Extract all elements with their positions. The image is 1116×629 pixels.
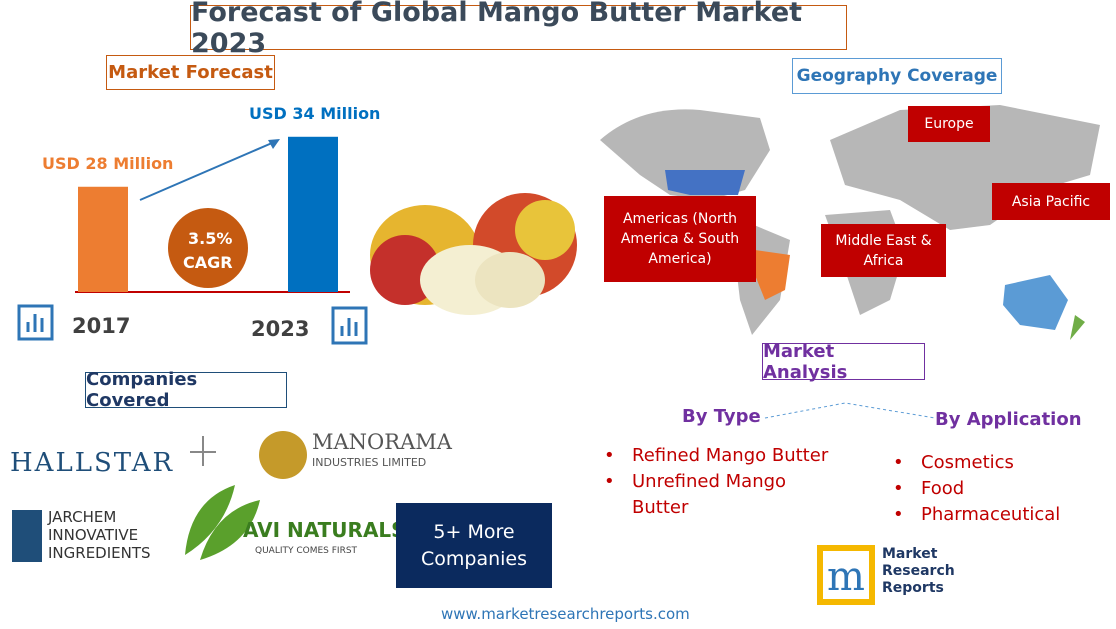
manorama-logo: MANORAMA xyxy=(312,430,452,454)
brand-line: Reports xyxy=(882,580,944,596)
list-item: Unrefined Mango Butter xyxy=(604,469,822,521)
arrow-head xyxy=(268,139,280,149)
cagr-circle xyxy=(168,208,248,288)
more-line: Companies xyxy=(420,547,527,570)
connector xyxy=(764,402,936,419)
jarchem-logo: JARCHEM INNOVATIVE INGREDIENTS xyxy=(48,508,151,562)
sub-heading: By Type xyxy=(682,406,761,427)
region-label: Europe xyxy=(908,106,990,142)
manorama-sub: INDUSTRIES LIMITED xyxy=(312,456,427,469)
region-label: Asia Pacific xyxy=(992,183,1110,220)
avi-logo: AVI NATURALS xyxy=(243,518,406,542)
title: Forecast of Global Mango Butter Market 2… xyxy=(190,0,847,59)
logo-line: INGREDIENTS xyxy=(48,544,151,562)
mrr-logo: m xyxy=(817,545,875,605)
region-label: Middle East & Africa xyxy=(821,224,946,277)
svg-text:m: m xyxy=(827,554,865,600)
mango-image xyxy=(370,193,577,315)
cagr-value: 3.5% xyxy=(188,229,233,248)
list-item: Cosmetics xyxy=(893,450,1093,476)
bar-label: USD 34 Million xyxy=(249,103,381,123)
jarchem-mark xyxy=(12,510,42,562)
hallstar-star xyxy=(190,436,216,466)
section-heading: Market Analysis xyxy=(762,341,925,383)
manorama-mark xyxy=(259,431,307,479)
list-item: Refined Mango Butter xyxy=(604,443,844,469)
list-item: Food xyxy=(893,476,1093,502)
brand-line: Market xyxy=(882,546,938,562)
section-heading: Market Forecast xyxy=(106,55,275,90)
list-item: Pharmaceutical xyxy=(893,502,1093,528)
logo-line: INNOVATIVE xyxy=(48,526,139,544)
bar xyxy=(288,136,338,292)
brand: Market Research Reports xyxy=(882,546,955,597)
year-label: 2023 xyxy=(251,317,310,341)
bar xyxy=(78,186,128,292)
region-label: Americas (North America & South America) xyxy=(604,196,756,282)
section-heading: Geography Coverage xyxy=(792,58,1002,94)
cagr-label: CAGR xyxy=(183,253,233,272)
more-companies: 5+ More Companies xyxy=(396,503,552,588)
bar-label: USD 28 Million xyxy=(42,153,174,173)
avi-sub: QUALITY COMES FIRST xyxy=(255,546,358,556)
arrow xyxy=(139,142,273,201)
hallstar-logo: HALLSTAR xyxy=(10,448,175,478)
year-label: 2017 xyxy=(72,314,131,338)
type-list: Refined Mango ButterUnrefined Mango Butt… xyxy=(604,443,844,521)
chart-icon xyxy=(331,306,368,345)
chart-icon xyxy=(17,304,54,341)
avi-leaves xyxy=(185,485,260,560)
brand-line: Research xyxy=(882,563,955,579)
logo-line: JARCHEM xyxy=(48,508,117,526)
sub-heading: By Application xyxy=(935,409,1082,430)
url[interactable]: www.marketresearchreports.com xyxy=(441,605,690,623)
section-heading: Companies Covered xyxy=(85,369,287,411)
application-list: CosmeticsFoodPharmaceutical xyxy=(893,450,1093,528)
more-line: 5+ More xyxy=(433,520,515,543)
